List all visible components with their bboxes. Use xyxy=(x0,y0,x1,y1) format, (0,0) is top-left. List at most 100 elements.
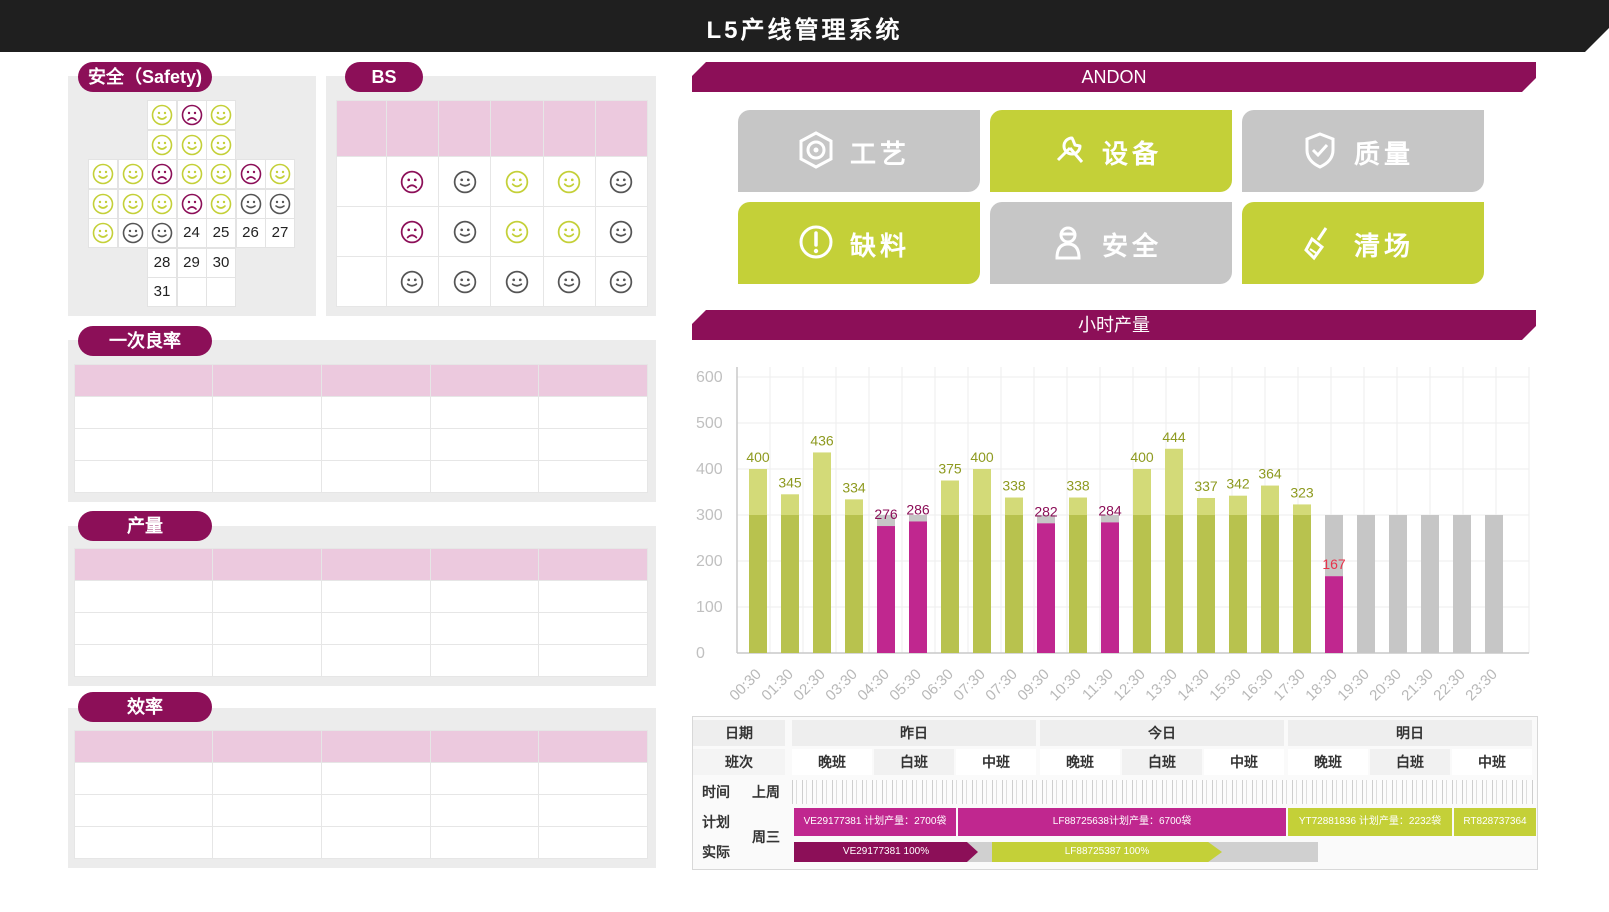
efficiency-header-cell xyxy=(429,730,540,763)
safety-day-cell xyxy=(176,277,207,307)
bs-header-cell xyxy=(594,100,649,157)
schedule-shift-header: 中班 xyxy=(1204,749,1284,775)
fpy-cell xyxy=(538,396,648,429)
happy-face-icon xyxy=(557,170,581,193)
chart-data-label: 364 xyxy=(1258,466,1282,482)
happy-face-icon xyxy=(151,193,173,214)
bs-status-cell xyxy=(490,206,544,257)
happy-face-icon xyxy=(151,104,173,126)
efficiency-cell xyxy=(429,762,540,795)
efficiency-cell xyxy=(73,826,214,859)
safety-day-cell xyxy=(147,218,177,248)
output-table xyxy=(73,548,648,677)
schedule-shift-header: 中班 xyxy=(956,749,1036,775)
chart-bar-excess xyxy=(1293,504,1311,515)
bs-status-cell xyxy=(490,156,544,207)
efficiency-cell xyxy=(212,762,322,795)
chart-bar-gap xyxy=(909,515,927,522)
fpy-cell xyxy=(429,460,540,493)
chart-x-tick-label: 07:30 xyxy=(982,666,1021,705)
fpy-cell xyxy=(429,428,540,461)
output-header-cell xyxy=(73,548,214,581)
efficiency-cell xyxy=(320,762,431,795)
safety-panel: 24 25 26 27 28 29 30 31 xyxy=(68,76,316,316)
output-cell xyxy=(538,580,648,613)
safety-day-cell: 26 xyxy=(235,218,266,248)
schedule-time-ticks xyxy=(792,780,1536,804)
efficiency-cell xyxy=(429,826,540,859)
chart-x-tick-label: 21:30 xyxy=(1398,666,1437,705)
chart-data-label: 323 xyxy=(1290,484,1314,500)
chart-bar xyxy=(1133,515,1151,653)
happy-face-icon xyxy=(210,163,232,185)
andon-tile-5[interactable]: 安全 xyxy=(990,202,1232,284)
neutral-face-icon xyxy=(122,222,143,244)
chart-bar xyxy=(813,515,831,653)
chart-data-label: 400 xyxy=(1130,449,1154,465)
chart-data-label: 338 xyxy=(1066,478,1090,494)
safety-day-cell: 27 xyxy=(265,218,295,248)
chart-bar-gap xyxy=(877,515,895,527)
andon-tile-3[interactable]: 质量 xyxy=(1242,110,1484,192)
efficiency-header-row xyxy=(73,730,648,763)
andon-tile-6[interactable]: 清场 xyxy=(1242,202,1484,284)
andon-tile-4[interactable]: 缺料 xyxy=(738,202,980,284)
andon-tile-2[interactable]: 设备 xyxy=(990,110,1232,192)
plan-bar: RT828737364 xyxy=(1454,808,1536,836)
chart-bar xyxy=(941,515,959,653)
bs-row xyxy=(336,256,649,307)
fpy-row xyxy=(73,396,648,429)
output-cell xyxy=(212,580,322,613)
chart-data-label: 167 xyxy=(1322,556,1346,572)
fpy-header-cell xyxy=(73,364,214,397)
plan-bar: VE29177381 计划产量：2700袋 xyxy=(794,808,956,836)
chart-x-tick-label: 01:30 xyxy=(758,666,797,705)
happy-face-icon xyxy=(505,220,529,243)
andon-tile-1[interactable]: 工艺 xyxy=(738,110,980,192)
chart-x-tick-label: 03:30 xyxy=(822,666,861,705)
bs-status-cell xyxy=(594,156,649,207)
output-cell xyxy=(320,644,431,677)
happy-face-icon xyxy=(505,170,529,193)
sad-face-icon xyxy=(240,163,261,185)
chart-bar-planned xyxy=(1421,515,1439,653)
bs-status-cell xyxy=(594,206,649,257)
sad-face-icon xyxy=(401,220,424,243)
safety-day-cell xyxy=(176,129,207,160)
safety-day-cell: 24 xyxy=(176,218,207,248)
chart-x-tick-label: 19:30 xyxy=(1334,666,1373,705)
chart-bar-planned xyxy=(1389,515,1407,653)
efficiency-header-cell xyxy=(320,730,431,763)
fpy-cell xyxy=(538,460,648,493)
title-bar: L5产线管理系统 xyxy=(0,0,1609,52)
chart-x-tick-label: 17:30 xyxy=(1270,666,1309,705)
safety-title: 安全（Safety) xyxy=(78,62,212,92)
schedule-plan-label: 计划 xyxy=(702,814,730,830)
bs-status-cell xyxy=(438,156,492,207)
efficiency-header-cell xyxy=(212,730,322,763)
chart-bar xyxy=(1197,515,1215,653)
schedule-shift-header: 晚班 xyxy=(792,749,872,775)
chart-data-label: 286 xyxy=(906,501,930,517)
fpy-header-cell xyxy=(429,364,540,397)
neutral-face-icon xyxy=(610,220,633,243)
output-row xyxy=(73,612,648,645)
fpy-table xyxy=(73,364,648,493)
bs-status-cell xyxy=(385,156,440,207)
neutral-face-icon xyxy=(151,222,173,244)
happy-face-icon xyxy=(151,134,173,155)
safety-day-cell xyxy=(206,188,236,219)
happy-face-icon xyxy=(210,104,232,126)
chart-bar-excess xyxy=(1261,485,1279,515)
chart-x-tick-label: 06:30 xyxy=(918,666,957,705)
output-cell xyxy=(429,580,540,613)
efficiency-cell xyxy=(429,794,540,827)
neutral-face-icon xyxy=(557,270,581,293)
andon-header: ANDON xyxy=(692,62,1536,92)
chart-bar xyxy=(1069,515,1087,653)
schedule-weekday: 周三 xyxy=(752,829,780,845)
safety-day-cell: 29 xyxy=(176,247,207,278)
chart-data-label: 338 xyxy=(1002,478,1026,494)
plan-bar: YT72881836 计划产量：2232袋 xyxy=(1288,808,1452,836)
bs-header-cell xyxy=(542,100,596,157)
